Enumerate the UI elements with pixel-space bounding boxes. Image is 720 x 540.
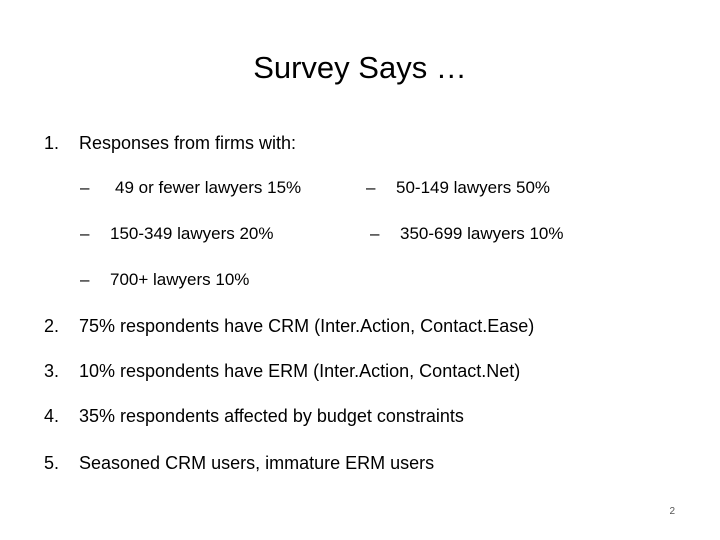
- sub-item-text: 700+ lawyers 10%: [110, 270, 250, 289]
- sub-item-1: – 49 or fewer lawyers 15%: [80, 176, 301, 200]
- sub-item-2: – 50-149 lawyers 50%: [366, 176, 550, 200]
- page-number: 2: [669, 506, 675, 517]
- item-number: 3.: [44, 361, 60, 381]
- sub-item-4: – 350-699 lawyers 10%: [370, 222, 563, 246]
- sub-item-5: – 700+ lawyers 10%: [80, 268, 249, 292]
- item-number: 4.: [44, 406, 60, 426]
- sub-item-text: 150-349 lawyers 20%: [110, 224, 274, 243]
- sub-item-text: 350-699 lawyers 10%: [400, 224, 564, 243]
- list-item-4: 4. 35% respondents affected by budget con…: [44, 404, 464, 428]
- list-item-5: 5. Seasoned CRM users, immature ERM users: [44, 451, 434, 475]
- list-item-2: 2. 75% respondents have CRM (Inter.Action…: [44, 314, 534, 338]
- sub-item-3: – 150-349 lawyers 20%: [80, 222, 273, 246]
- slide-title: Survey Says …: [253, 50, 467, 85]
- item-text: 75% respondents have CRM (Inter.Action, …: [79, 316, 535, 336]
- item-text: Responses from firms with:: [79, 133, 297, 153]
- item-text: 10% respondents have ERM (Inter.Action, …: [79, 361, 521, 381]
- dash-bullet: –: [80, 224, 90, 243]
- item-text: Seasoned CRM users, immature ERM users: [79, 453, 435, 473]
- dash-bullet: –: [366, 178, 376, 197]
- dash-bullet: –: [370, 224, 380, 243]
- list-item-1: 1. Responses from firms with:: [44, 131, 296, 155]
- item-number: 2.: [44, 316, 60, 336]
- item-number: 1.: [44, 133, 60, 153]
- dash-bullet: –: [80, 178, 90, 197]
- item-number: 5.: [44, 453, 60, 473]
- sub-item-text: 50-149 lawyers 50%: [396, 178, 551, 197]
- item-text: 35% respondents affected by budget const…: [79, 406, 464, 426]
- dash-bullet: –: [80, 270, 90, 289]
- sub-item-text: 49 or fewer lawyers 15%: [115, 178, 302, 197]
- list-item-3: 3. 10% respondents have ERM (Inter.Action…: [44, 359, 520, 383]
